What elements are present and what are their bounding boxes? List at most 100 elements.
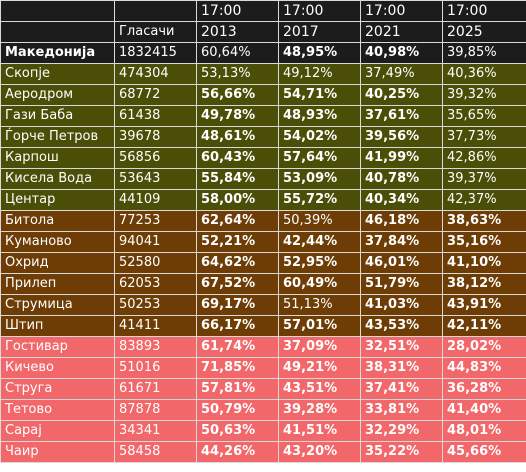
turnout-2013: 52,21% <box>196 231 279 253</box>
table-row: Гостивар 83893 61,74% 37,09% 32,51% 28,02% <box>0 336 526 358</box>
turnout-2021: 37,41% <box>360 378 443 400</box>
turnout-2021: 41,99% <box>360 147 443 169</box>
municipality-name: Сарај <box>0 420 115 442</box>
turnout-2021: 35,22% <box>360 441 443 463</box>
voters-count: 62053 <box>114 273 197 295</box>
turnout-2017: 53,09% <box>278 168 361 190</box>
turnout-2013: 61,74% <box>196 336 279 358</box>
turnout-2021: 41,03% <box>360 294 443 316</box>
municipality-name: Карпош <box>0 147 115 169</box>
voters-count: 56856 <box>114 147 197 169</box>
voters-count: 94041 <box>114 231 197 253</box>
turnout-2025: 28,02% <box>442 336 526 358</box>
turnout-2025: 45,66% <box>442 441 526 463</box>
table-row: Сарај 34341 50,63% 41,51% 32,29% 48,01% <box>0 420 526 442</box>
municipality-name: Центар <box>0 189 115 211</box>
voters-count: 61671 <box>114 378 197 400</box>
turnout-2013: 67,52% <box>196 273 279 295</box>
voters-count: 58458 <box>114 441 197 463</box>
turnout-2025: 41,10% <box>442 252 526 274</box>
turnout-2017: 49,12% <box>278 63 361 85</box>
turnout-2017: 48,93% <box>278 105 361 127</box>
table-row: Охрид 52580 64,62% 52,95% 46,01% 41,10% <box>0 252 526 274</box>
turnout-2025: 42,86% <box>442 147 526 169</box>
municipality-name: Гази Баба <box>0 105 115 127</box>
voters-count: 77253 <box>114 210 197 232</box>
municipality-name: Македонија <box>0 42 115 64</box>
voters-count: 83893 <box>114 336 197 358</box>
table-row: Кисела Вода 53643 55,84% 53,09% 40,78% 39,37% <box>0 168 526 190</box>
municipality-name: Скопје <box>0 63 115 85</box>
turnout-2013: 50,79% <box>196 399 279 421</box>
turnout-2013: 44,26% <box>196 441 279 463</box>
municipality-name: Кичево <box>0 357 115 379</box>
turnout-2017: 57,64% <box>278 147 361 169</box>
turnout-2025: 44,83% <box>442 357 526 379</box>
table-row: Штип 41411 66,17% 57,01% 43,53% 42,11% <box>0 315 526 337</box>
turnout-2025: 35,65% <box>442 105 526 127</box>
municipality-name: Чаир <box>0 441 115 463</box>
header-cell-empty <box>0 21 115 43</box>
header-year-2025: 2025 <box>442 21 526 43</box>
turnout-2017: 55,72% <box>278 189 361 211</box>
table-row: Македонија 1832415 60,64% 48,95% 40,98% 39,85… <box>0 42 526 64</box>
table-row: Карпош 56856 60,43% 57,64% 41,99% 42,86% <box>0 147 526 169</box>
turnout-2017: 37,09% <box>278 336 361 358</box>
turnout-2013: 66,17% <box>196 315 279 337</box>
turnout-2017: 49,21% <box>278 357 361 379</box>
turnout-2021: 40,34% <box>360 189 443 211</box>
turnout-2021: 40,25% <box>360 84 443 106</box>
voters-count: 1832415 <box>114 42 197 64</box>
municipality-name: Струмица <box>0 294 115 316</box>
turnout-2025: 39,85% <box>442 42 526 64</box>
turnout-2013: 55,84% <box>196 168 279 190</box>
turnout-2017: 54,02% <box>278 126 361 148</box>
municipality-name: Куманово <box>0 231 115 253</box>
turnout-2013: 48,61% <box>196 126 279 148</box>
turnout-2013: 64,62% <box>196 252 279 274</box>
turnout-2017: 51,13% <box>278 294 361 316</box>
voters-count: 87878 <box>114 399 197 421</box>
municipality-name: Прилеп <box>0 273 115 295</box>
turnout-2021: 40,78% <box>360 168 443 190</box>
turnout-2025: 36,28% <box>442 378 526 400</box>
municipality-name: Гостивар <box>0 336 115 358</box>
turnout-2017: 48,95% <box>278 42 361 64</box>
voters-count: 50253 <box>114 294 197 316</box>
turnout-2017: 43,20% <box>278 441 361 463</box>
voters-count: 39678 <box>114 126 197 148</box>
turnout-2021: 39,56% <box>360 126 443 148</box>
turnout-2025: 39,32% <box>442 84 526 106</box>
table-row: Ѓорче Петров 39678 48,61% 54,02% 39,56% 37,73… <box>0 126 526 148</box>
turnout-2021: 37,49% <box>360 63 443 85</box>
turnout-2021: 32,29% <box>360 420 443 442</box>
voters-count: 52580 <box>114 252 197 274</box>
turnout-2017: 54,71% <box>278 84 361 106</box>
turnout-2025: 39,37% <box>442 168 526 190</box>
turnout-2025: 40,36% <box>442 63 526 85</box>
header-year-2013: 2013 <box>196 21 279 43</box>
turnout-2017: 42,44% <box>278 231 361 253</box>
turnout-2017: 52,95% <box>278 252 361 274</box>
header-time-2021: 17:00 <box>360 0 443 22</box>
voters-count: 61438 <box>114 105 197 127</box>
header-cell-empty <box>114 0 197 22</box>
municipality-name: Ѓорче Петров <box>0 126 115 148</box>
header-year-2021: 2021 <box>360 21 443 43</box>
turnout-2021: 33,81% <box>360 399 443 421</box>
turnout-2021: 46,01% <box>360 252 443 274</box>
table-row: Гази Баба 61438 49,78% 48,93% 37,61% 35,65% <box>0 105 526 127</box>
turnout-2017: 43,51% <box>278 378 361 400</box>
turnout-2013: 69,17% <box>196 294 279 316</box>
table-row: Битола 77253 62,64% 50,39% 46,18% 38,63% <box>0 210 526 232</box>
municipality-name: Штип <box>0 315 115 337</box>
header-time-2017: 17:00 <box>278 0 361 22</box>
turnout-2021: 37,84% <box>360 231 443 253</box>
turnout-2021: 43,53% <box>360 315 443 337</box>
voters-count: 41411 <box>114 315 197 337</box>
table-row: Куманово 94041 52,21% 42,44% 37,84% 35,16% <box>0 231 526 253</box>
municipality-name: Аеродром <box>0 84 115 106</box>
turnout-2013: 60,43% <box>196 147 279 169</box>
turnout-2021: 51,79% <box>360 273 443 295</box>
